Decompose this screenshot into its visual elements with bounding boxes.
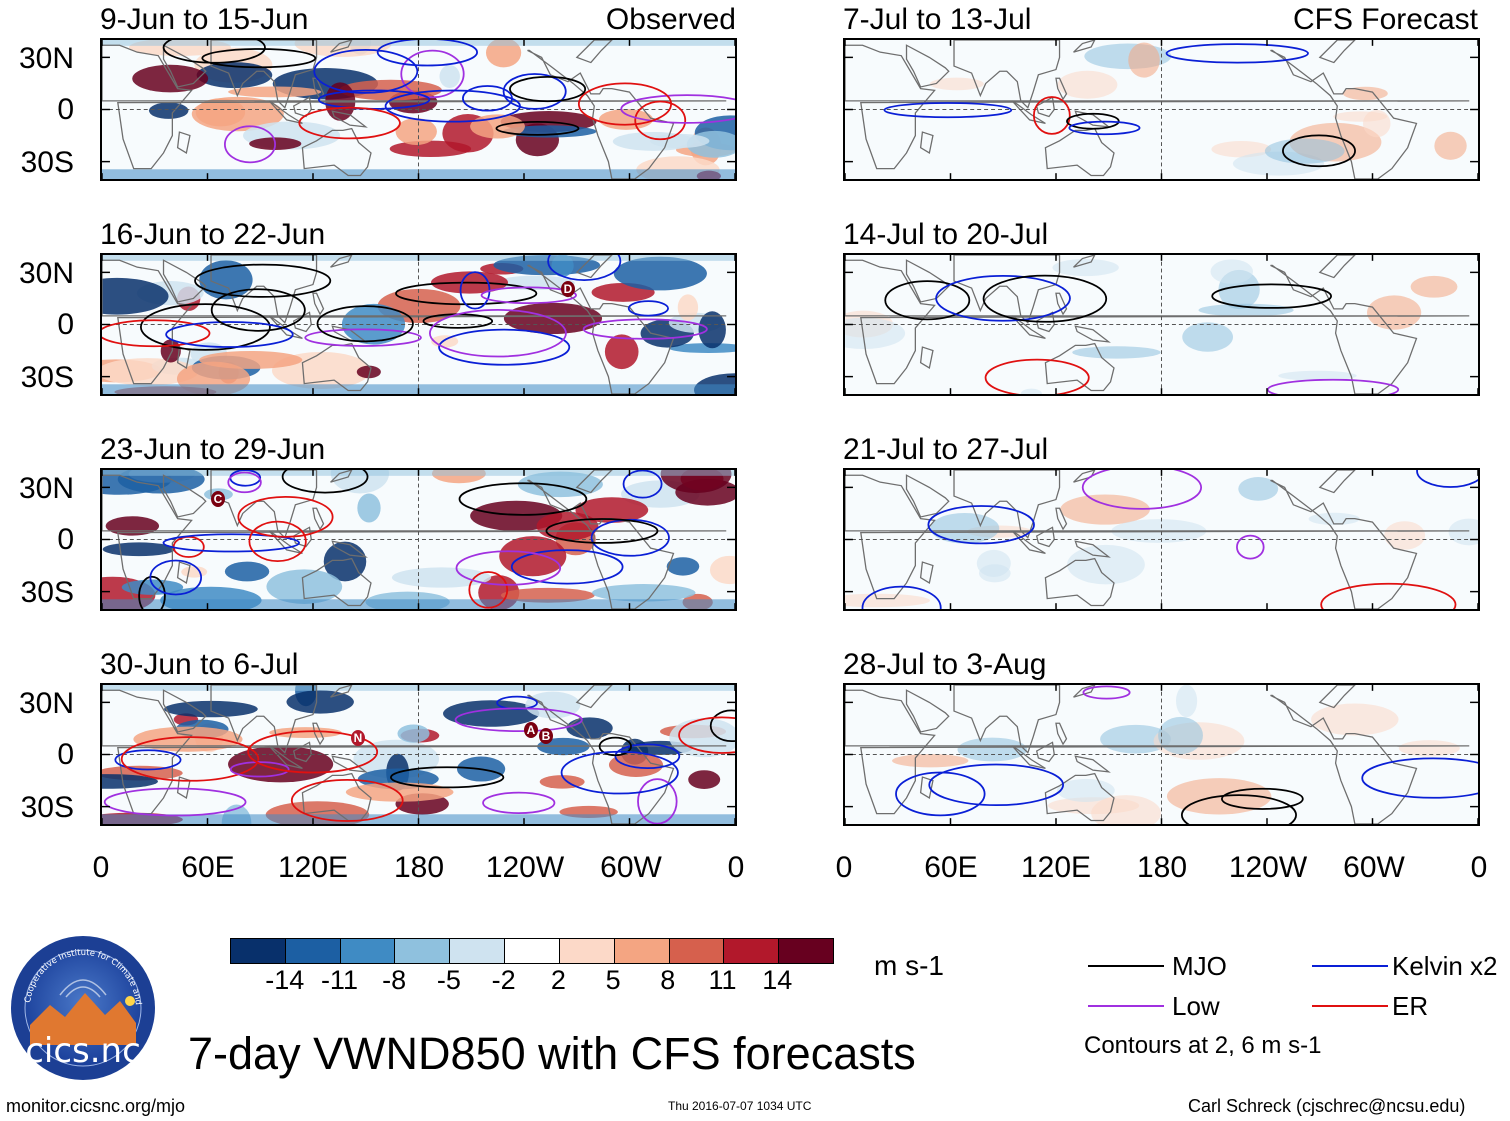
colorbar-swatch [614, 939, 670, 963]
colorbar-tick-label: -5 [436, 965, 461, 995]
lon-label-120w: 120W [485, 851, 565, 884]
storm-marker-n: N [351, 730, 365, 746]
lon-label-0: 0 [835, 851, 853, 884]
panel-title-right-3: 21-Jul to 27-Jul [843, 433, 1049, 466]
panel-title-left-3: 23-Jun to 29-Jun [100, 433, 326, 466]
panel-title-left-2: 16-Jun to 22-Jun [100, 218, 326, 251]
map-panel-observed-2 [100, 253, 737, 396]
footer-credit: Carl Schreck (cjschrec@ncsu.edu) [1188, 1096, 1466, 1116]
lat-label-30n: 30N [18, 472, 74, 505]
colorbar-swatch [395, 939, 451, 963]
colorbar-swatch [779, 939, 833, 963]
lon-label-0: 0 [92, 851, 110, 884]
panel-title-left-4: 30-Jun to 6-Jul [100, 648, 299, 681]
observed-label: Observed [605, 3, 736, 36]
colorbar-tick-label: 5 [605, 965, 621, 995]
lat-label-eq: 0 [57, 308, 74, 341]
lon-label-0-end: 0 [727, 851, 745, 884]
footer-url[interactable]: monitor.cicsnc.org/mjo [6, 1096, 186, 1116]
map-panel-observed-4 [100, 683, 737, 826]
lat-label-eq: 0 [57, 523, 74, 556]
lon-label-60w: 60W [1343, 851, 1405, 884]
footer-timestamp: Thu 2016-07-07 1034 UTC [668, 1099, 812, 1113]
legend-label-er: ER [1392, 991, 1429, 1021]
colorbar-swatch [505, 939, 560, 963]
panel-title-left-1: 9-Jun to 15-Jun [100, 3, 309, 36]
map-panel-forecast-3 [843, 468, 1480, 611]
logo-text: cics.nc [25, 1031, 141, 1071]
lon-label-120e: 120E [277, 851, 349, 884]
colorbar-swatch [724, 939, 780, 963]
storm-marker-a: A [524, 722, 538, 738]
lon-label-180: 180 [1136, 851, 1188, 884]
legend-label-low: Low [1172, 991, 1220, 1021]
legend-label-kelvin: Kelvin x2 [1392, 951, 1498, 981]
lat-label-eq: 0 [57, 738, 74, 771]
lat-label-30s: 30S [20, 576, 74, 609]
legend-swatch-low [1088, 1005, 1164, 1007]
colorbar-tick-label: 11 [708, 965, 737, 995]
map-panel-observed-1 [100, 38, 737, 181]
cics-logo: Cooperative Institute for Climate and Sa… [7, 928, 156, 1081]
storm-marker-c: C [211, 491, 225, 507]
colorbar-tick-label: 2 [550, 965, 566, 995]
colorbar [230, 938, 834, 964]
lat-label-30s: 30S [20, 791, 74, 824]
colorbar-tick-label: -8 [382, 965, 407, 995]
lon-label-120w: 120W [1228, 851, 1308, 884]
lon-label-60e: 60E [924, 851, 978, 884]
map-panel-forecast-4 [843, 683, 1480, 826]
lat-label-eq: 0 [57, 93, 74, 126]
lon-label-0-end: 0 [1470, 851, 1488, 884]
lat-label-30n: 30N [18, 687, 74, 720]
main-title: 7-day VWND850 with CFS forecasts [188, 1028, 916, 1079]
lon-label-120e: 120E [1020, 851, 1092, 884]
map-panel-forecast-2 [843, 253, 1480, 396]
lat-label-30s: 30S [20, 146, 74, 179]
colorbar-swatch [285, 939, 341, 963]
storm-marker-d: D [561, 281, 575, 297]
panel-title-right-4: 28-Jul to 3-Aug [843, 648, 1047, 681]
colorbar-tick-label: 14 [762, 965, 793, 995]
lon-label-60w: 60W [600, 851, 662, 884]
colorbar-tick-label: 8 [660, 965, 676, 995]
colorbar-swatch [231, 939, 286, 963]
colorbar-swatch [669, 939, 725, 963]
legend-swatch-kelvin [1312, 965, 1388, 967]
colorbar-tick-label: -2 [491, 965, 516, 995]
colorbar-swatch [559, 939, 615, 963]
colorbar-swatch [340, 939, 396, 963]
storm-marker-b: B [539, 728, 553, 744]
legend-swatch-mjo [1088, 965, 1164, 967]
lon-label-180: 180 [393, 851, 445, 884]
colorbar-units: m s-1 [874, 950, 944, 981]
forecast-label: CFS Forecast [1292, 3, 1478, 36]
contour-note: Contours at 2, 6 m s-1 [1084, 1032, 1322, 1059]
lat-label-30s: 30S [20, 361, 74, 394]
legend-label-mjo: MJO [1172, 951, 1227, 981]
map-panel-observed-3 [100, 468, 737, 611]
lat-label-30n: 30N [18, 42, 74, 75]
colorbar-tick-label: -14 [265, 965, 305, 995]
colorbar-tick-label: -11 [320, 965, 358, 995]
lon-label-60e: 60E [181, 851, 235, 884]
panel-title-right-1: 7-Jul to 13-Jul [843, 3, 1032, 36]
legend-swatch-er [1312, 1005, 1388, 1007]
map-panel-forecast-1 [843, 38, 1480, 181]
colorbar-swatch [450, 939, 506, 963]
panel-title-right-2: 14-Jul to 20-Jul [843, 218, 1049, 251]
lat-label-30n: 30N [18, 257, 74, 290]
